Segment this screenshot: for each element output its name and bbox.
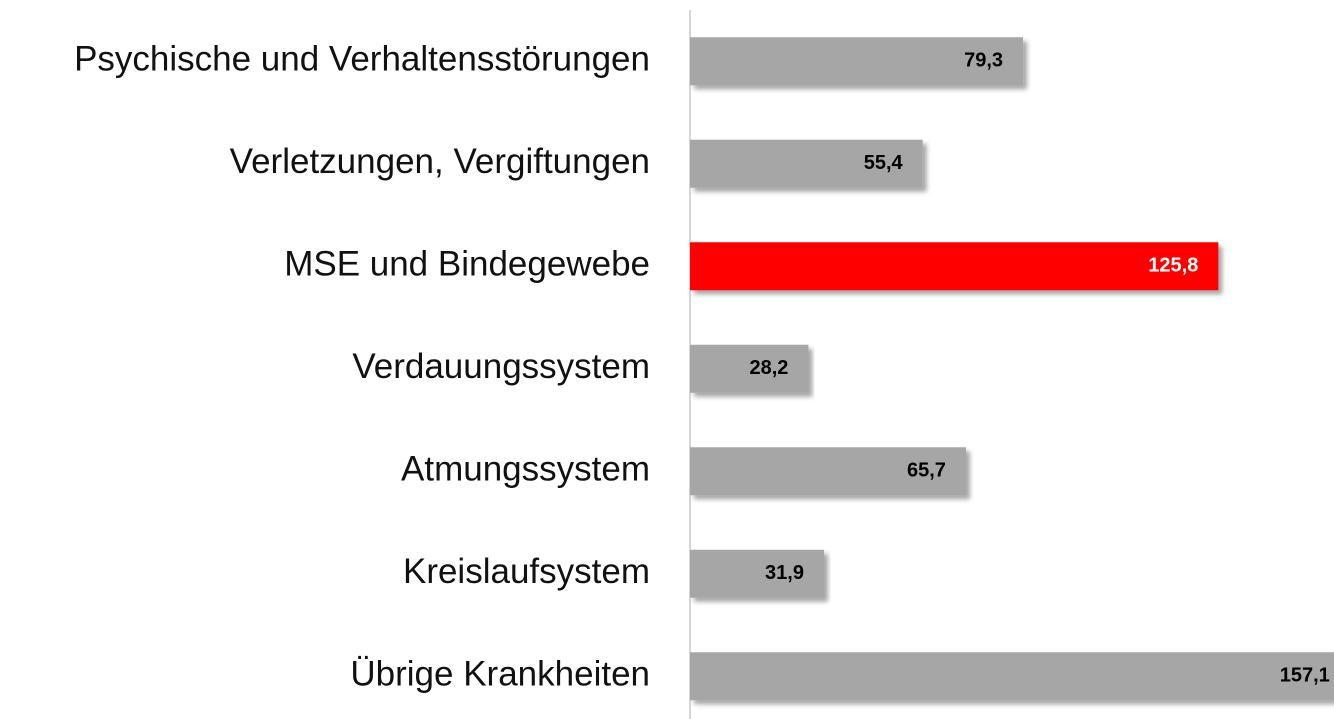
category-label: MSE und Bindegewebe: [284, 245, 650, 284]
value-label: 65,7: [907, 460, 946, 482]
category-label: Atmungssystem: [401, 450, 650, 489]
bar: [690, 139, 923, 188]
bar: [690, 447, 966, 496]
bar: [690, 37, 1024, 86]
category-label: Kreislaufsystem: [403, 552, 650, 591]
bar: [690, 549, 824, 598]
value-label: 157,1: [1280, 665, 1330, 687]
bar: [690, 652, 1334, 701]
value-label: 31,9: [765, 562, 804, 584]
value-label: 55,4: [864, 152, 904, 174]
category-label: Übrige Krankheiten: [350, 655, 650, 694]
value-label: 28,2: [750, 357, 789, 379]
category-label: Verletzungen, Vergiftungen: [230, 142, 650, 181]
bar: [690, 344, 809, 393]
category-label: Psychische und Verhaltensstörungen: [74, 40, 650, 79]
value-label: 125,8: [1148, 255, 1198, 277]
value-label: 79,3: [964, 50, 1003, 72]
category-label: Verdauungssystem: [352, 347, 650, 386]
bar: [690, 242, 1219, 291]
